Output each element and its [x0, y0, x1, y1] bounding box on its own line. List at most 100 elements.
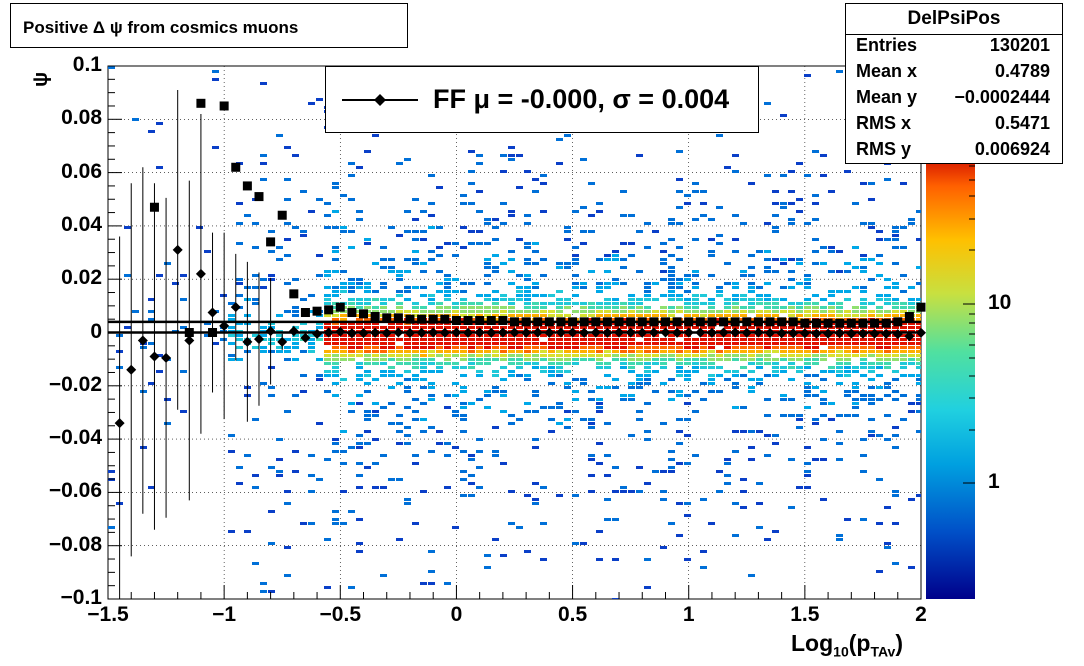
heatmap-cell — [804, 306, 811, 309]
heatmap-cell — [356, 462, 363, 465]
heatmap-cell — [628, 302, 635, 305]
heatmap-cell — [676, 246, 683, 249]
heatmap-cell — [396, 338, 403, 341]
heatmap-cell — [412, 250, 419, 253]
heatmap-cell — [908, 310, 915, 313]
heatmap-cell — [412, 342, 419, 345]
heatmap-cell — [628, 306, 635, 309]
heatmap-cell — [692, 238, 699, 241]
heatmap-cell — [580, 358, 587, 361]
z-tick-label: 1 — [988, 470, 1000, 493]
heatmap-cell — [340, 318, 347, 321]
heatmap-cell — [412, 314, 419, 317]
heatmap-cell — [860, 366, 867, 369]
heatmap-cell — [436, 366, 443, 369]
heatmap-cell — [868, 182, 875, 185]
heatmap-cell — [388, 374, 395, 377]
heatmap-cell — [596, 326, 603, 329]
heatmap-cell — [820, 174, 827, 177]
square-marker — [788, 317, 798, 327]
heatmap-cell — [860, 354, 867, 357]
heatmap-cell — [876, 362, 883, 365]
heatmap-cell — [884, 394, 891, 397]
heatmap-cell — [324, 286, 331, 289]
heatmap-cell — [852, 370, 859, 373]
heatmap-cell — [572, 494, 579, 497]
heatmap-cell — [604, 302, 611, 305]
heatmap-cell — [508, 314, 515, 317]
heatmap-cell — [556, 362, 563, 365]
heatmap-cell — [692, 366, 699, 369]
heatmap-cell — [284, 502, 291, 505]
heatmap-cell — [756, 430, 763, 433]
heatmap-cell — [660, 338, 667, 341]
heatmap-cell — [756, 350, 763, 353]
heatmap-cell — [124, 226, 131, 229]
heatmap-cell — [332, 450, 339, 453]
heatmap-cell — [724, 282, 731, 285]
heatmap-cell — [764, 302, 771, 305]
heatmap-cell — [396, 322, 403, 325]
heatmap-cell — [508, 302, 515, 305]
heatmap-cell — [388, 478, 395, 481]
heatmap-cell — [292, 326, 299, 329]
heatmap-cell — [500, 298, 507, 301]
heatmap-cell — [548, 358, 555, 361]
heatmap-cell — [532, 286, 539, 289]
x-tick-label: 2 — [915, 603, 927, 626]
x-tick-label: 0.5 — [557, 603, 588, 626]
heatmap-cell — [484, 566, 491, 569]
heatmap-cell — [628, 354, 635, 357]
square-marker — [463, 316, 473, 326]
heatmap-cell — [276, 258, 283, 261]
heatmap-cell — [636, 350, 643, 353]
heatmap-cell — [900, 318, 907, 321]
heatmap-cell — [876, 314, 883, 317]
heatmap-cell — [868, 314, 875, 317]
square-marker — [440, 314, 450, 324]
heatmap-cell — [916, 382, 921, 385]
heatmap-cell — [708, 314, 715, 317]
heatmap-cell — [276, 246, 283, 249]
heatmap-cell — [476, 358, 483, 361]
heatmap-cell — [556, 342, 563, 345]
heatmap-cell — [580, 310, 587, 313]
heatmap-cell — [436, 186, 443, 189]
y-tick-label: −0.1 — [60, 586, 102, 609]
heatmap-cell — [852, 382, 859, 385]
heatmap-cell — [380, 286, 387, 289]
heatmap-cell — [452, 350, 459, 353]
heatmap-cell — [820, 318, 827, 321]
heatmap-cell — [500, 554, 507, 557]
heatmap-cell — [732, 338, 739, 341]
heatmap-cell — [140, 346, 147, 349]
heatmap-cell — [772, 374, 779, 377]
heatmap-cell — [500, 306, 507, 309]
heatmap-cell — [580, 542, 587, 545]
heatmap-cell — [588, 474, 595, 477]
heatmap-cell — [612, 354, 619, 357]
heatmap-cell — [836, 338, 843, 341]
heatmap-cell — [612, 254, 619, 257]
heatmap-cell — [372, 378, 379, 381]
heatmap-cell — [516, 310, 523, 313]
heatmap-cell — [388, 354, 395, 357]
heatmap-cell — [412, 262, 419, 265]
heatmap-cell — [668, 318, 675, 321]
square-marker — [475, 316, 485, 326]
heatmap-cell — [908, 286, 915, 289]
heatmap-cell — [820, 438, 827, 441]
heatmap-cell — [460, 386, 467, 389]
y-tick-label: 0.04 — [61, 212, 102, 236]
heatmap-cell — [644, 298, 651, 301]
heatmap-cell — [820, 354, 827, 357]
heatmap-cell — [396, 346, 403, 349]
heatmap-cell — [884, 382, 891, 385]
heatmap-cell — [356, 542, 363, 545]
heatmap-cell — [820, 326, 827, 329]
heatmap-cell — [468, 282, 475, 285]
heatmap-cell — [476, 370, 483, 373]
heatmap-cell — [804, 74, 811, 77]
heatmap-cell — [516, 334, 523, 337]
heatmap-cell — [404, 358, 411, 361]
